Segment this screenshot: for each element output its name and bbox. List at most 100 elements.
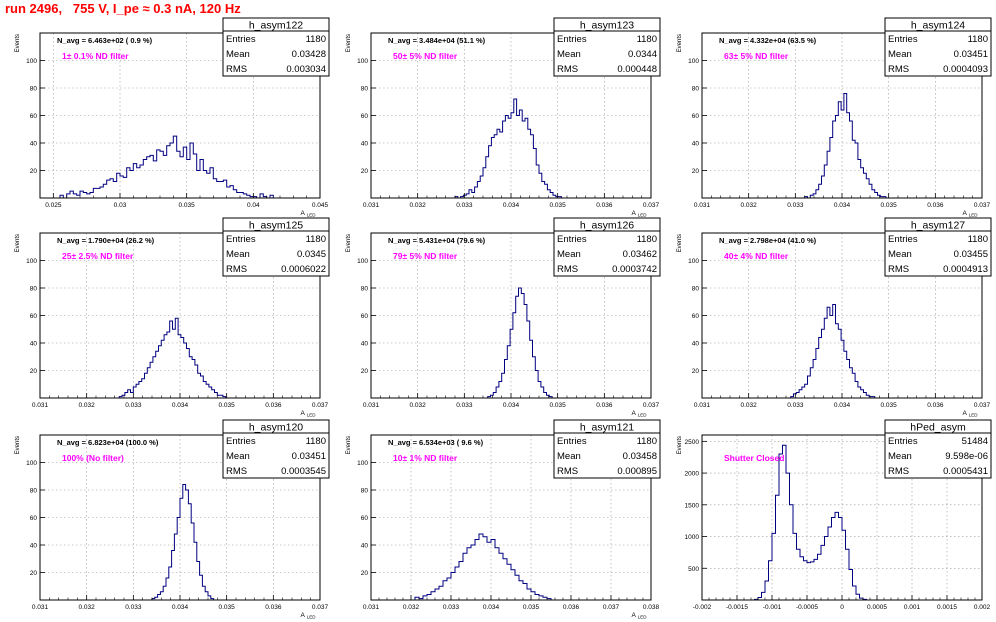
x-axis-label: A LED	[300, 410, 316, 418]
stats-label: Entries	[226, 436, 256, 447]
page-title: run 2496, 755 V, I_pe ≈ 0.3 nA, 120 Hz	[5, 1, 241, 16]
stats-label: Mean	[226, 49, 250, 60]
x-tick-label: 0.033	[787, 202, 804, 209]
stats-value: 0.0004913	[943, 264, 988, 275]
stats-value: 1180	[968, 34, 988, 45]
x-axis-label: A LED	[631, 612, 647, 620]
stats-value: 51484	[962, 436, 988, 447]
navg-title: N_avg = 3.484e+04 (51.1 %)	[388, 36, 486, 45]
x-tick-label: 0.034	[172, 604, 189, 611]
x-tick-label: 0.031	[363, 402, 380, 409]
stats-value: 0.0006022	[281, 264, 326, 275]
stats-value: 0.03451	[954, 49, 988, 60]
navg-title: N_avg = 2.798e+04 (41.0 %)	[719, 236, 817, 245]
x-tick-label: 0.035	[523, 604, 540, 611]
y-tick-label: 20	[361, 570, 369, 577]
histogram-line	[487, 287, 553, 398]
x-tick-label: 0.036	[596, 402, 613, 409]
y-tick-label: 100	[26, 258, 37, 265]
navg-title: N_avg = 6.463e+02 ( 0.9 %)	[57, 36, 153, 45]
stats-histogram-name: h_asym126	[580, 220, 634, 232]
filter-annotation: 10± 1% ND filter	[393, 453, 458, 463]
stats-histogram-name: h_asym127	[911, 220, 965, 232]
y-tick-label: 60	[30, 515, 38, 522]
stats-label: Mean	[888, 451, 912, 462]
x-tick-label: 0.035	[881, 202, 898, 209]
navg-title: N_avg = 1.790e+04 (26.2 %)	[57, 236, 155, 245]
x-tick-label: 0.04	[247, 202, 260, 209]
stats-value: 0.0004093	[943, 64, 988, 75]
stats-value: 0.03462	[623, 249, 657, 260]
filter-annotation: 40± 4% ND filter	[724, 251, 789, 261]
x-tick-label: 0.031	[363, 604, 380, 611]
x-axis-label: A LED	[300, 612, 316, 620]
stats-histogram-name: h_asym122	[249, 20, 303, 32]
histogram-pad-h_asym120: 0.031 0.032 0.033 0.034 0.035 0.036 0.037 20 40 6…	[15, 419, 330, 620]
stats-box	[553, 419, 661, 479]
x-tick-label: 0.032	[741, 402, 758, 409]
y-tick-label: 20	[30, 168, 38, 175]
stats-value: 1180	[306, 234, 326, 245]
y-tick-label: 40	[30, 141, 38, 148]
x-tick-label: 0.034	[483, 604, 500, 611]
stats-label: Mean	[888, 49, 912, 60]
y-axis-label: Events	[15, 34, 21, 52]
stats-label: Entries	[557, 34, 587, 45]
y-tick-label: 40	[30, 341, 38, 348]
stats-label: Entries	[557, 234, 587, 245]
x-tick-label: 0.036	[596, 202, 613, 209]
y-axis-label: Events	[346, 234, 352, 252]
y-tick-label: 40	[361, 543, 369, 550]
stats-value: 0.03428	[292, 49, 326, 60]
histogram-line	[414, 533, 552, 600]
x-tick-label: 0.035	[881, 402, 898, 409]
histogram-line	[151, 484, 215, 600]
stats-value: 9.598e-06	[945, 451, 988, 462]
x-tick-label: 0.037	[643, 402, 660, 409]
x-tick-label: 0.035	[550, 202, 567, 209]
stats-histogram-name: h_asym123	[580, 20, 634, 32]
x-tick-label: 0.037	[603, 604, 620, 611]
x-tick-label: 0.038	[643, 604, 660, 611]
stats-histogram-name: hPed_asym	[910, 422, 966, 434]
y-tick-label: 500	[688, 566, 699, 573]
stats-label: RMS	[888, 264, 909, 275]
filter-annotation: 50± 5% ND filter	[393, 51, 458, 61]
stats-value: 1180	[306, 34, 326, 45]
y-axis-label: Events	[677, 234, 683, 252]
x-tick-label: 0.036	[927, 202, 944, 209]
x-axis-label: A LED	[962, 410, 978, 418]
stats-box	[884, 419, 992, 479]
x-tick-label: 0.036	[265, 604, 282, 611]
x-tick-label: 0.0005	[867, 604, 887, 611]
stats-label: Entries	[888, 34, 918, 45]
x-tick-label: 0.033	[443, 604, 460, 611]
y-tick-label: 100	[688, 258, 699, 265]
y-tick-label: 80	[361, 488, 369, 495]
stats-value: 0.03458	[623, 451, 657, 462]
y-tick-label: 80	[361, 86, 369, 93]
x-tick-label: 0.035	[179, 202, 196, 209]
stats-label: Mean	[226, 249, 250, 260]
x-tick-label: 0.031	[32, 604, 49, 611]
navg-title: N_avg = 4.332e+04 (63.5 %)	[719, 36, 817, 45]
y-tick-label: 40	[361, 141, 369, 148]
x-tick-label: 0.033	[125, 604, 142, 611]
x-tick-label: 0.032	[741, 202, 758, 209]
stats-box	[222, 419, 330, 479]
x-tick-label: 0.031	[694, 402, 711, 409]
x-axis-label: A LED	[631, 410, 647, 418]
x-tick-label: 0.031	[363, 202, 380, 209]
histogram-pad-h_asym124: 0.031 0.032 0.033 0.034 0.035 0.036 0.037 20 40 6…	[677, 17, 992, 218]
x-tick-label: 0.037	[974, 202, 991, 209]
x-tick-label: 0.034	[834, 202, 851, 209]
y-tick-label: 80	[692, 286, 700, 293]
x-tick-label: 0.035	[550, 402, 567, 409]
x-tick-label: 0	[840, 604, 844, 611]
x-tick-label: 0.034	[834, 402, 851, 409]
stats-box	[884, 17, 992, 77]
histogram-pad-h_asym123: 0.031 0.032 0.033 0.034 0.035 0.036 0.037 20 40 6…	[346, 17, 661, 218]
stats-label: RMS	[226, 64, 247, 75]
histogram-line	[790, 304, 876, 398]
stats-label: RMS	[557, 264, 578, 275]
